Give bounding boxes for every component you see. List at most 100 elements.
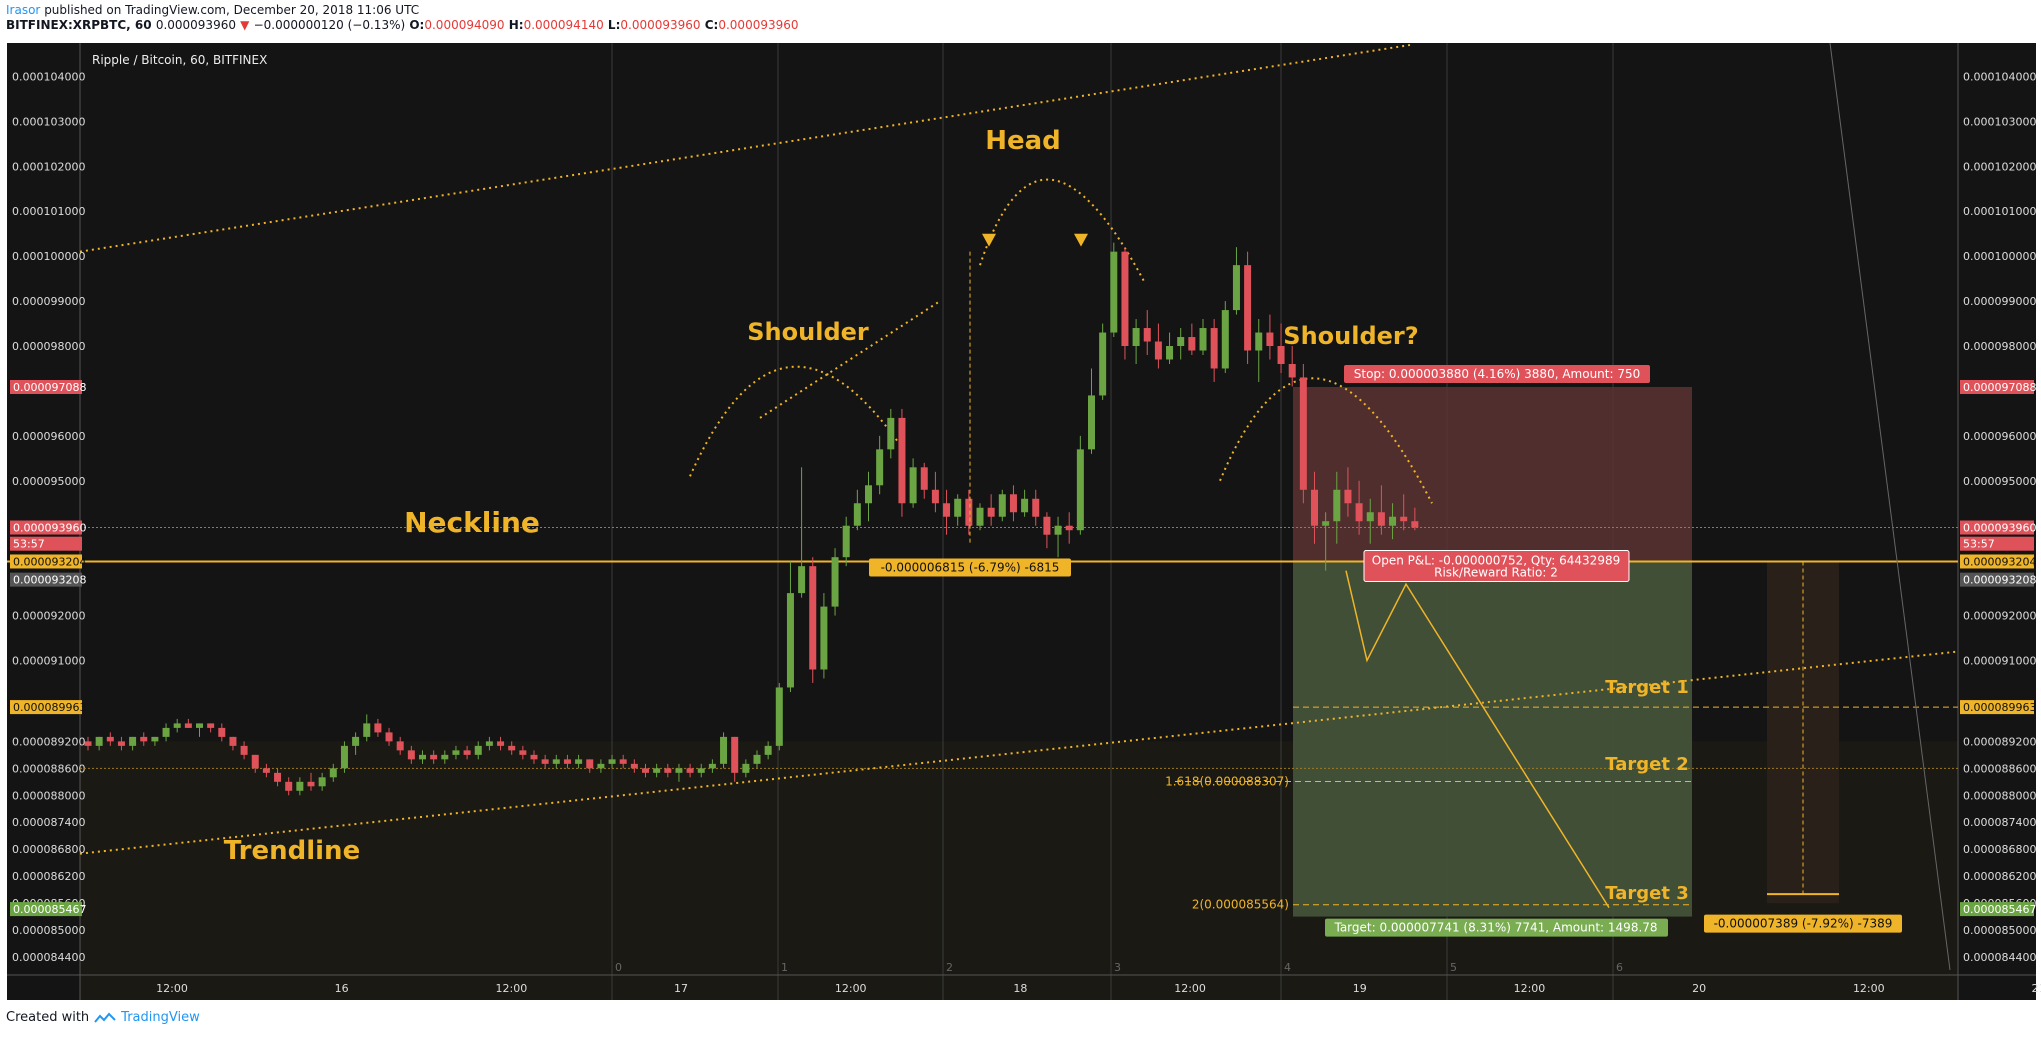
pnl-box	[1363, 549, 1630, 582]
projection-measure-label: -0.000007389 (-7.92%) -7389	[1714, 917, 1893, 931]
y-tick-label-right: 0.000104000	[1963, 70, 2036, 83]
price-badge-right	[1960, 572, 2034, 587]
price-badge-right-label: 0.000093208	[1963, 574, 2036, 587]
candle-body	[998, 494, 1006, 517]
session-number: 5	[1450, 961, 1457, 974]
price-badge-right-label: 0.000093960	[1963, 522, 2036, 535]
candle-body	[1377, 512, 1385, 526]
candle-body	[664, 768, 672, 773]
candle-body	[987, 507, 995, 517]
price-chart[interactable]: 0 1 2 3 4 5 6 0.000104000 0.000104000 0.000103000…	[0, 0, 2041, 1005]
candle-body	[251, 754, 259, 769]
y-tick-label-right: 0.000099000	[1963, 295, 2036, 308]
y-tick-label-left: 0.000087400	[12, 816, 85, 829]
candle-body	[240, 745, 248, 755]
annotation-shoulder: Shoulder	[747, 318, 869, 346]
candle-body	[519, 750, 527, 755]
x-tick-label: 12:00	[1174, 982, 1206, 995]
candle-body	[452, 750, 460, 755]
candle-body	[965, 498, 973, 526]
candle-body	[352, 736, 360, 746]
candle-body	[396, 741, 404, 751]
candle-body	[274, 772, 282, 782]
fib-2-label: 2(0.000085564)	[1192, 898, 1289, 912]
y-tick-label-right: 0.000088000	[1963, 789, 2036, 802]
price-badge-left-label: 0.000089963	[13, 701, 86, 714]
candle-body	[340, 745, 348, 769]
x-tick-label: 16	[335, 982, 349, 995]
head-arc	[979, 178, 1146, 284]
y-tick-label-right: 0.000084400	[1963, 951, 2036, 964]
candle-body	[1188, 337, 1196, 351]
candle-body	[865, 485, 872, 504]
candle-body	[1210, 328, 1218, 369]
price-badge-left-label: 0.000093960	[13, 522, 86, 535]
footer: Created with TradingView	[6, 1010, 200, 1025]
price-badge-left	[10, 700, 82, 715]
y-tick-label-left: 0.000100000	[12, 250, 85, 263]
session-number: 0	[615, 961, 622, 974]
candle-body	[1065, 525, 1073, 531]
price-change: −0.000000120 (−0.13%)	[253, 18, 406, 32]
candle-body	[1143, 328, 1151, 342]
y-tick-label-right: 0.000101000	[1963, 205, 2036, 218]
candle-body	[954, 498, 962, 517]
stop-label: Stop: 0.000003880 (4.16%) 3880, Amount: …	[1354, 367, 1641, 381]
candle-body	[1132, 328, 1140, 347]
candle-body	[1021, 498, 1029, 513]
close-value: 0.000093960	[718, 18, 799, 32]
tradingview-brand[interactable]: TradingView	[121, 1010, 200, 1025]
candle-body	[162, 727, 170, 737]
candle-body	[608, 759, 616, 764]
y-tick-label-left: 0.000088000	[12, 789, 85, 802]
candle-body	[976, 507, 984, 526]
high-label: H:	[508, 18, 524, 32]
candle-body	[1277, 346, 1285, 364]
y-tick-label-right: 0.000100000	[1963, 250, 2036, 263]
y-tick-label-right: 0.000086800	[1963, 843, 2036, 856]
last-price: 0.000093960	[155, 18, 236, 32]
annotation-head: Head	[985, 126, 1061, 156]
candle-body	[463, 750, 471, 755]
candle-body	[530, 754, 538, 760]
published-text: published on TradingView.com, December 2…	[44, 3, 420, 17]
y-tick-label-left: 0.000088600	[12, 762, 85, 775]
candle-body	[630, 763, 638, 769]
price-badge-right-label: 53:57	[1963, 538, 1995, 551]
candle-body	[1032, 498, 1040, 517]
candle-body	[786, 593, 794, 688]
candle-body	[1043, 516, 1051, 535]
price-badge-left-label: 53:57	[13, 538, 45, 551]
candle-body	[798, 566, 806, 594]
candle-body	[1166, 346, 1174, 360]
candle-body	[1288, 363, 1296, 378]
candle-body	[619, 759, 627, 764]
candle-body	[1389, 516, 1397, 526]
price-badge-right-label: 0.000097088	[1963, 381, 2036, 394]
candle-body	[1366, 512, 1374, 522]
candle-body	[307, 781, 315, 787]
candle-body	[820, 606, 828, 670]
candle-body	[407, 750, 415, 760]
target-label: Target: 0.000007741 (8.31%) 7741, Amount…	[1333, 921, 1657, 935]
head-measure-box	[869, 558, 1071, 577]
session-number: 4	[1284, 961, 1291, 974]
candle-body	[675, 768, 683, 773]
annotation-target-1: Target 1	[1605, 677, 1688, 698]
y-tick-label-left: 0.000085000	[12, 924, 85, 937]
annotation-target-3: Target 3	[1605, 883, 1688, 904]
candle-body	[441, 754, 449, 760]
stop-label-box	[1344, 364, 1650, 383]
candle-body	[1110, 251, 1118, 333]
price-badge-right-label: 0.000085467	[1963, 903, 2036, 916]
candle-body	[84, 741, 92, 746]
candle-body	[1411, 521, 1419, 528]
publisher-username[interactable]: Irasor	[6, 3, 41, 17]
candle-body	[552, 759, 560, 764]
y-tick-label-right: 0.000087400	[1963, 816, 2036, 829]
candle-body	[184, 723, 192, 728]
candle-body	[1344, 489, 1352, 504]
candle-body	[374, 723, 382, 733]
candle-body	[95, 736, 103, 746]
price-badge-right-label: 0.000089963	[1963, 701, 2036, 714]
